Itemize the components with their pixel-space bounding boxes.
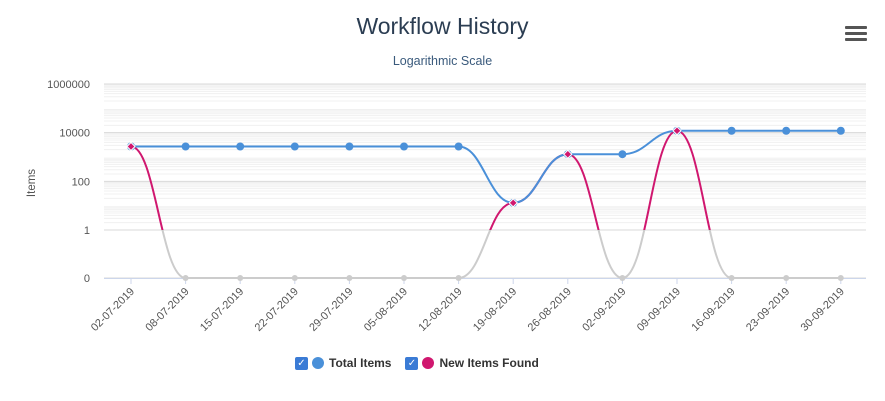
point-total-items [290,142,299,151]
point-new-items-found [455,275,462,281]
point-new-items-found [783,275,790,281]
series-new-items-found-zero-segment [597,230,623,279]
point-new-items-found [126,141,136,152]
x-tick-label: 16-09-2019 [689,286,737,334]
series-new-items-found-zero-segment [161,230,186,279]
point-total-items [454,142,463,151]
legend-label-total-items: Total Items [329,356,392,370]
y-tick-label: 1 [84,225,90,237]
x-tick-label: 19-08-2019 [471,286,519,334]
y-tick-label: 100 [72,176,90,188]
legend-item-total-items[interactable]: ✓ Total Items [295,356,391,370]
x-tick-label: 22-07-2019 [253,286,301,334]
series-new-items-found-segment [130,145,164,230]
y-tick-label: 10000 [59,128,90,140]
series-new-items-found-segment [643,129,678,230]
x-tick-label: 15-07-2019 [198,286,246,334]
point-total-items [236,142,245,151]
point-new-items-found [291,275,298,281]
point-total-items [400,142,408,151]
series-new-items-found-zero-segment [622,230,646,279]
x-tick-label: 26-08-2019 [526,286,574,334]
point-new-items-found [346,275,353,281]
series-new-items-found-zero-segment [458,230,492,279]
point-new-items-found [401,275,407,281]
y-tick-label: 0 [84,273,90,285]
point-total-items [782,126,791,135]
checkbox-icon[interactable]: ✓ [405,356,419,370]
checkbox-icon[interactable]: ✓ [295,356,308,370]
chart-legend: ✓ Total Items ✓ New Items Found [295,353,553,373]
x-tick-label: 02-09-2019 [580,286,628,334]
legend-label-new-items-found: New Items Found [439,356,539,370]
series-total-items-line [131,129,841,204]
legend-swatch-new-items-found [422,357,435,369]
point-new-items-found [837,275,844,281]
point-new-items-found [182,275,189,281]
x-tick-label: 29-07-2019 [307,286,355,334]
point-total-items [345,142,354,151]
point-new-items-found [563,149,573,159]
hamburger-menu-icon[interactable] [845,26,867,44]
series-new-items-found-segment [489,201,514,230]
legend-item-new-items-found[interactable]: ✓ New Items Found [405,356,539,370]
series-new-items-found-zero-segment [708,230,732,279]
point-total-items [181,142,190,151]
point-new-items-found [728,275,735,281]
point-new-items-found [619,275,626,281]
x-tick-label: 30-09-2019 [799,286,847,334]
x-tick-label: 23-09-2019 [744,286,792,334]
point-new-items-found [672,126,682,136]
chart-title: Workflow History [356,13,529,39]
x-tick-label: 08-07-2019 [143,286,191,334]
y-axis-title: Items [26,169,38,197]
point-new-items-found [508,198,518,208]
x-tick-label: 09-09-2019 [635,286,683,334]
series-new-items-found-segment [567,153,600,230]
point-new-items-found [237,275,244,281]
point-total-items [618,150,627,159]
series-new-items-found-segment [676,129,711,230]
x-tick-label: 12-08-2019 [416,286,464,334]
legend-swatch-total-items [312,357,324,369]
x-tick-label: 02-07-2019 [89,286,137,334]
chart-subtitle: Logarithmic Scale [392,54,493,68]
y-tick-label: 1000000 [47,79,90,91]
x-tick-label: 05-08-2019 [362,286,410,334]
point-total-items [727,126,736,135]
point-total-items [836,126,845,135]
